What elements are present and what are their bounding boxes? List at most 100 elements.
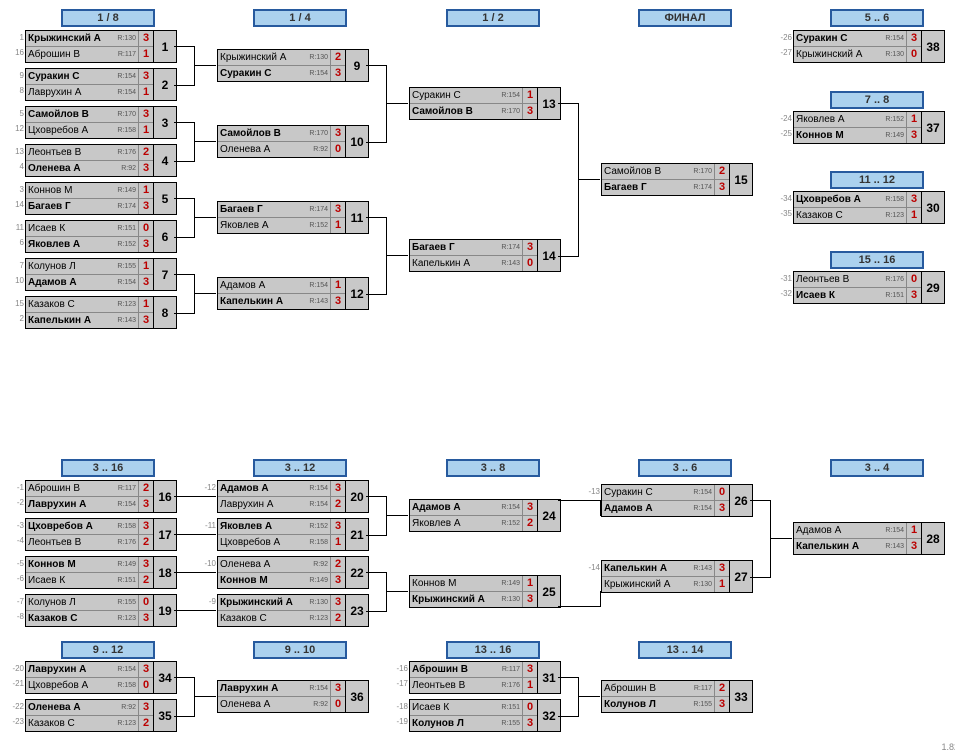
seed: -24 [774, 111, 793, 126]
player-score: 2 [138, 481, 153, 496]
player-rating: R:130 [302, 50, 330, 65]
player-name: Багаев Г [218, 202, 302, 217]
seed: 7 [6, 258, 25, 273]
seed: -22 [6, 699, 25, 714]
player-rating: R:154 [110, 662, 138, 677]
player-score: 0 [714, 485, 729, 500]
match: Самойлов ВR:1703Оленева АR:92010 [198, 125, 369, 158]
player-row: Суракин СR:1541 [410, 88, 537, 104]
player-name: Адамов А [26, 275, 110, 290]
player-score: 3 [906, 539, 921, 554]
player-name: Яковлев А [218, 218, 302, 233]
player-rating: R:123 [110, 716, 138, 731]
round-header: 13 .. 16 [446, 641, 540, 659]
player-score: 3 [330, 681, 345, 696]
player-rating: R:155 [110, 595, 138, 610]
player-name: Оленева А [218, 697, 302, 712]
player-rating: R:117 [494, 662, 522, 677]
player-name: Самойлов В [26, 107, 110, 122]
player-row: Исаев КR:1512 [26, 573, 153, 588]
player-score: 3 [906, 31, 921, 46]
player-name: Адамов А [218, 278, 302, 293]
player-row: Казаков СR:1231 [26, 297, 153, 313]
player-score: 3 [330, 481, 345, 496]
player-name: Суракин С [218, 66, 302, 81]
player-row: Крыжинский АR:1300 [794, 47, 921, 62]
player-name: Багаев Г [26, 199, 110, 214]
player-rating: R:154 [494, 88, 522, 103]
player-score: 0 [138, 221, 153, 236]
player-score: 1 [330, 218, 345, 233]
seed: -21 [6, 676, 25, 691]
player-score: 1 [330, 535, 345, 550]
player-score: 3 [138, 611, 153, 626]
player-row: Капелькин АR:1433 [26, 313, 153, 328]
player-row: Оленева АR:923 [26, 700, 153, 716]
seed: -6 [6, 571, 25, 586]
player-score: 3 [138, 199, 153, 214]
player-rating: R:154 [110, 497, 138, 512]
seed: -16 [390, 661, 409, 676]
player-score: 3 [522, 500, 537, 515]
player-row: Яковлев АR:1521 [218, 218, 345, 233]
player-score: 2 [330, 50, 345, 65]
player-score: 1 [522, 678, 537, 693]
match: 98Суракин СR:1543Лаврухин АR:15412 [6, 68, 177, 101]
player-row: Аброшин ВR:1173 [410, 662, 537, 678]
round-header: 1 / 4 [253, 9, 347, 27]
player-rating: R:154 [110, 275, 138, 290]
player-row: Суракин СR:1540 [602, 485, 729, 501]
round-header: 15 .. 16 [830, 251, 924, 269]
player-score: 3 [330, 595, 345, 610]
player-rating: R:92 [110, 700, 138, 715]
player-row: Лаврухин АR:1542 [218, 497, 345, 512]
player-name: Исаев К [794, 288, 878, 303]
player-rating: R:176 [110, 535, 138, 550]
player-row: Коннов МR:1491 [410, 576, 537, 592]
player-score: 0 [522, 256, 537, 271]
player-score: 1 [714, 577, 729, 592]
player-name: Коннов М [26, 557, 110, 572]
player-row: Коннов МR:1491 [26, 183, 153, 199]
player-score: 0 [330, 142, 345, 157]
player-row: Цховребов АR:1580 [26, 678, 153, 693]
player-score: 3 [138, 69, 153, 84]
player-rating: R:117 [110, 481, 138, 496]
player-score: 2 [330, 557, 345, 572]
player-name: Капелькин А [794, 539, 878, 554]
player-rating: R:158 [110, 123, 138, 138]
player-rating: R:151 [878, 288, 906, 303]
player-row: Багаев ГR:1743 [602, 180, 729, 195]
player-rating: R:154 [494, 500, 522, 515]
seed: 11 [6, 220, 25, 235]
player-rating: R:176 [494, 678, 522, 693]
seed: -27 [774, 45, 793, 60]
player-score: 0 [906, 272, 921, 287]
round-header: 1 / 8 [61, 9, 155, 27]
player-score: 3 [330, 202, 345, 217]
round-header: 5 .. 6 [830, 9, 924, 27]
player-rating: R:143 [302, 294, 330, 309]
player-name: Суракин С [602, 485, 686, 500]
seed: 16 [6, 45, 25, 60]
player-score: 3 [522, 662, 537, 677]
player-rating: R:152 [494, 516, 522, 531]
seed: -3 [6, 518, 25, 533]
player-row: Капелькин АR:1433 [602, 561, 729, 577]
player-rating: R:155 [494, 716, 522, 731]
player-rating: R:176 [878, 272, 906, 287]
player-score: 3 [906, 192, 921, 207]
match: 710Колунов ЛR:1551Адамов АR:15437 [6, 258, 177, 291]
player-rating: R:123 [878, 208, 906, 223]
player-row: Леонтьев ВR:1761 [410, 678, 537, 693]
match: 152Казаков СR:1231Капелькин АR:14338 [6, 296, 177, 329]
player-score: 1 [522, 88, 537, 103]
seed: 9 [6, 68, 25, 83]
player-name: Казаков С [26, 716, 110, 731]
player-score: 3 [330, 294, 345, 309]
player-name: Леонтьев В [26, 145, 110, 160]
seed: -32 [774, 286, 793, 301]
player-name: Капелькин А [26, 313, 110, 328]
seed: 14 [6, 197, 25, 212]
player-row: Коннов МR:1493 [218, 573, 345, 588]
